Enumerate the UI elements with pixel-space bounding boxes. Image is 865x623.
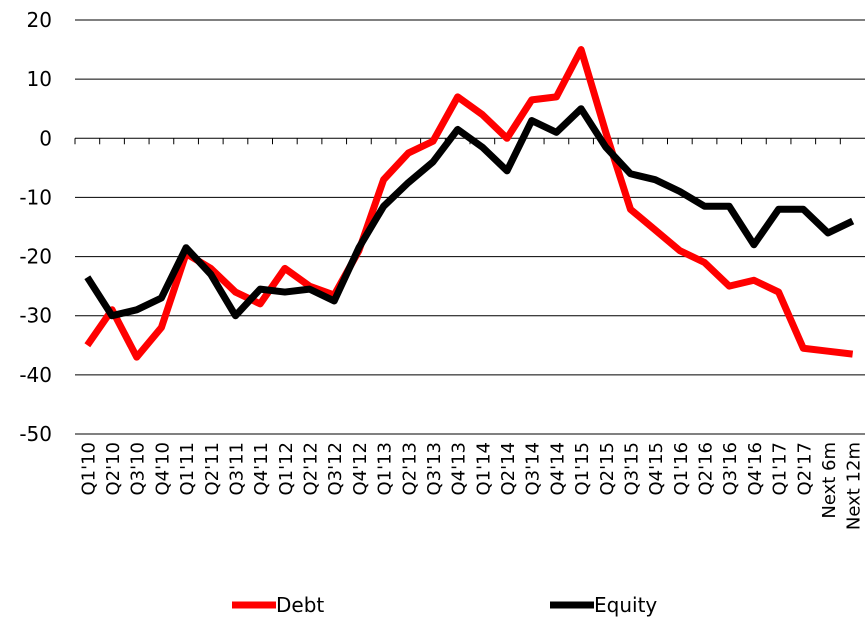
series-line: [84, 46, 854, 361]
x-tick-label: Q3'10: [128, 442, 149, 495]
series-line: [84, 105, 855, 320]
x-tick-label: Q3'15: [621, 442, 642, 495]
x-tick-label: Q3'12: [325, 442, 346, 495]
x-tick-label: Q2'14: [498, 442, 519, 495]
x-tick-label: Q1'14: [473, 442, 494, 495]
x-tick-label: Q4'10: [152, 442, 173, 495]
x-tick-label: Q4'16: [745, 442, 766, 495]
x-tick-label: Q4'14: [547, 442, 568, 495]
x-tick-label: Q2'15: [597, 442, 618, 495]
x-tick-label: Q1'15: [572, 442, 593, 495]
x-tick-label: Q2'13: [399, 442, 420, 495]
y-tick-label: 20: [27, 8, 52, 32]
x-tick-label: Q3'11: [226, 442, 247, 495]
x-tick-label: Q2'17: [794, 442, 815, 495]
x-tick-label: Next 6m: [819, 442, 840, 519]
x-tick-label: Q4'15: [646, 442, 667, 495]
y-tick-label: -50: [19, 422, 52, 446]
y-tick-label: -20: [19, 245, 52, 269]
legend-label: Debt: [276, 593, 324, 617]
y-tick-label: -30: [19, 304, 52, 328]
y-tick-label: 10: [27, 67, 52, 91]
x-tick-label: Q2'11: [202, 442, 223, 495]
x-tick-label: Next 12m: [844, 442, 865, 530]
x-tick-label: Q2'16: [696, 442, 717, 495]
y-tick-label: -40: [19, 363, 52, 387]
x-tick-label: Q2'12: [301, 442, 322, 495]
x-tick-label: Q3'13: [424, 442, 445, 495]
x-tick-label: Q4'13: [449, 442, 470, 495]
x-tick-label: Q1'16: [671, 442, 692, 495]
x-tick-label: Q1'13: [375, 442, 396, 495]
x-tick-label: Q3'14: [523, 442, 544, 495]
legend-label: Equity: [594, 593, 657, 617]
x-tick-label: Q1'10: [78, 442, 99, 495]
y-tick-label: -10: [19, 185, 52, 209]
x-tick-label: Q1'11: [177, 442, 198, 495]
y-tick-label: 0: [39, 126, 52, 150]
x-tick-label: Q4'12: [350, 442, 371, 495]
x-tick-label: Q1'17: [770, 442, 791, 495]
x-tick-label: Q1'12: [276, 442, 297, 495]
x-tick-label: Q3'16: [720, 442, 741, 495]
x-tick-label: Q4'11: [251, 442, 272, 495]
x-tick-label: Q2'10: [103, 442, 124, 495]
